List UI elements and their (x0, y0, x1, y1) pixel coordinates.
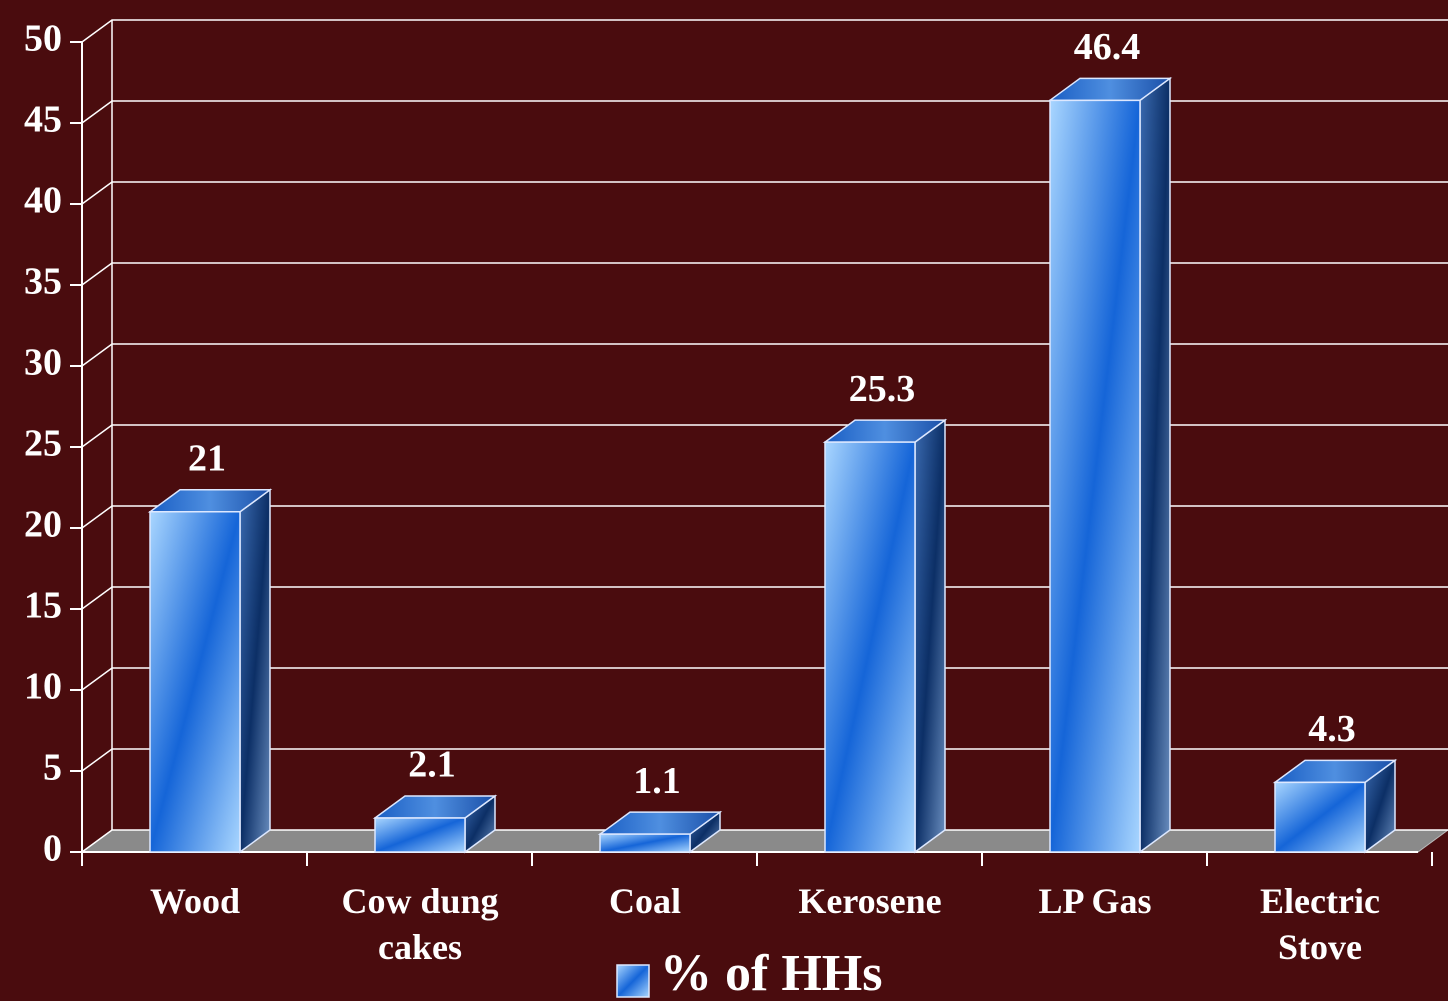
bar (1272, 758, 1398, 854)
value-label: 1.1 (633, 760, 681, 802)
grid-line (81, 748, 1448, 772)
bar-front (374, 817, 466, 853)
y-tick-label: 0 (43, 828, 62, 870)
y-tick-label: 40 (24, 180, 62, 222)
y-tick-label: 10 (24, 666, 62, 708)
grid-line (81, 100, 1448, 124)
y-tick-label: 45 (24, 99, 62, 141)
y-tick-label: 20 (24, 504, 62, 546)
grid-line (81, 667, 1448, 691)
bar-side (914, 418, 946, 854)
grid-line (81, 829, 1448, 853)
value-label: 2.1 (408, 744, 456, 786)
y-tick-label: 5 (43, 747, 62, 789)
x-tick-label: Cow dung cakes (341, 881, 499, 967)
bar (147, 488, 273, 854)
bar-front (824, 441, 916, 853)
grid-line (81, 586, 1448, 610)
y-tick-label: 50 (24, 18, 62, 60)
y-tick-label: 15 (24, 585, 62, 627)
x-tick-label: Coal (609, 881, 681, 921)
bar (822, 418, 948, 854)
y-tick-label: 30 (24, 342, 62, 384)
grid-line (81, 343, 1448, 367)
grid-line (81, 505, 1448, 529)
floor (80, 829, 1448, 853)
legend-swatch (616, 964, 650, 998)
bar-front (1049, 99, 1141, 853)
x-tick-label: Wood (149, 881, 241, 921)
value-label: 25.3 (849, 368, 916, 410)
legend-label: % of HHs (660, 945, 882, 1001)
bar-side (239, 488, 271, 854)
x-tick-label: Electric Stove (1260, 881, 1380, 967)
bar-front (1274, 781, 1366, 853)
y-tick-label: 35 (24, 261, 62, 303)
x-tick-label: LP Gas (1038, 881, 1152, 921)
value-label: 4.3 (1308, 708, 1356, 750)
bar-side (1139, 76, 1171, 854)
grid-line (81, 19, 1448, 43)
grid-line (81, 424, 1448, 448)
bar (597, 810, 723, 854)
bar (372, 794, 498, 854)
grid-line (81, 262, 1448, 286)
bar-front (149, 511, 241, 853)
bar (1047, 76, 1173, 854)
value-label: 46.4 (1074, 26, 1141, 68)
y-tick-label: 25 (24, 423, 62, 465)
x-tick-label: Kerosene (798, 881, 942, 921)
bar-front (599, 833, 691, 853)
value-label: 21 (188, 438, 226, 480)
grid-line (81, 181, 1448, 205)
